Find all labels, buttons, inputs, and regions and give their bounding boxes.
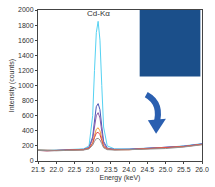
svg-text:25.0: 25.0 xyxy=(159,166,173,173)
svg-text:23.5: 23.5 xyxy=(104,166,118,173)
svg-text:22.5: 22.5 xyxy=(68,166,82,173)
svg-text:800: 800 xyxy=(22,97,34,104)
svg-text:2000: 2000 xyxy=(18,6,34,13)
svg-text:1000: 1000 xyxy=(18,82,34,89)
svg-text:400: 400 xyxy=(22,127,34,134)
svg-text:23.0: 23.0 xyxy=(86,166,100,173)
svg-text:200: 200 xyxy=(22,142,34,149)
svg-text:24.0: 24.0 xyxy=(122,166,136,173)
svg-text:22.0: 22.0 xyxy=(49,166,63,173)
svg-text:Intensity (counts): Intensity (counts) xyxy=(8,59,16,112)
svg-text:24.5: 24.5 xyxy=(141,166,155,173)
svg-text:0: 0 xyxy=(30,157,34,164)
svg-text:Cd-Kα: Cd-Kα xyxy=(87,9,110,18)
svg-text:1800: 1800 xyxy=(18,22,34,29)
svg-text:25.5: 25.5 xyxy=(177,166,191,173)
svg-text:Energy (keV): Energy (keV) xyxy=(100,174,141,182)
svg-text:1600: 1600 xyxy=(18,37,34,44)
svg-text:600: 600 xyxy=(22,112,34,119)
svg-text:1200: 1200 xyxy=(18,67,34,74)
svg-text:1400: 1400 xyxy=(18,52,34,59)
svg-text:26.0: 26.0 xyxy=(195,166,209,173)
svg-text:21.5: 21.5 xyxy=(31,166,45,173)
